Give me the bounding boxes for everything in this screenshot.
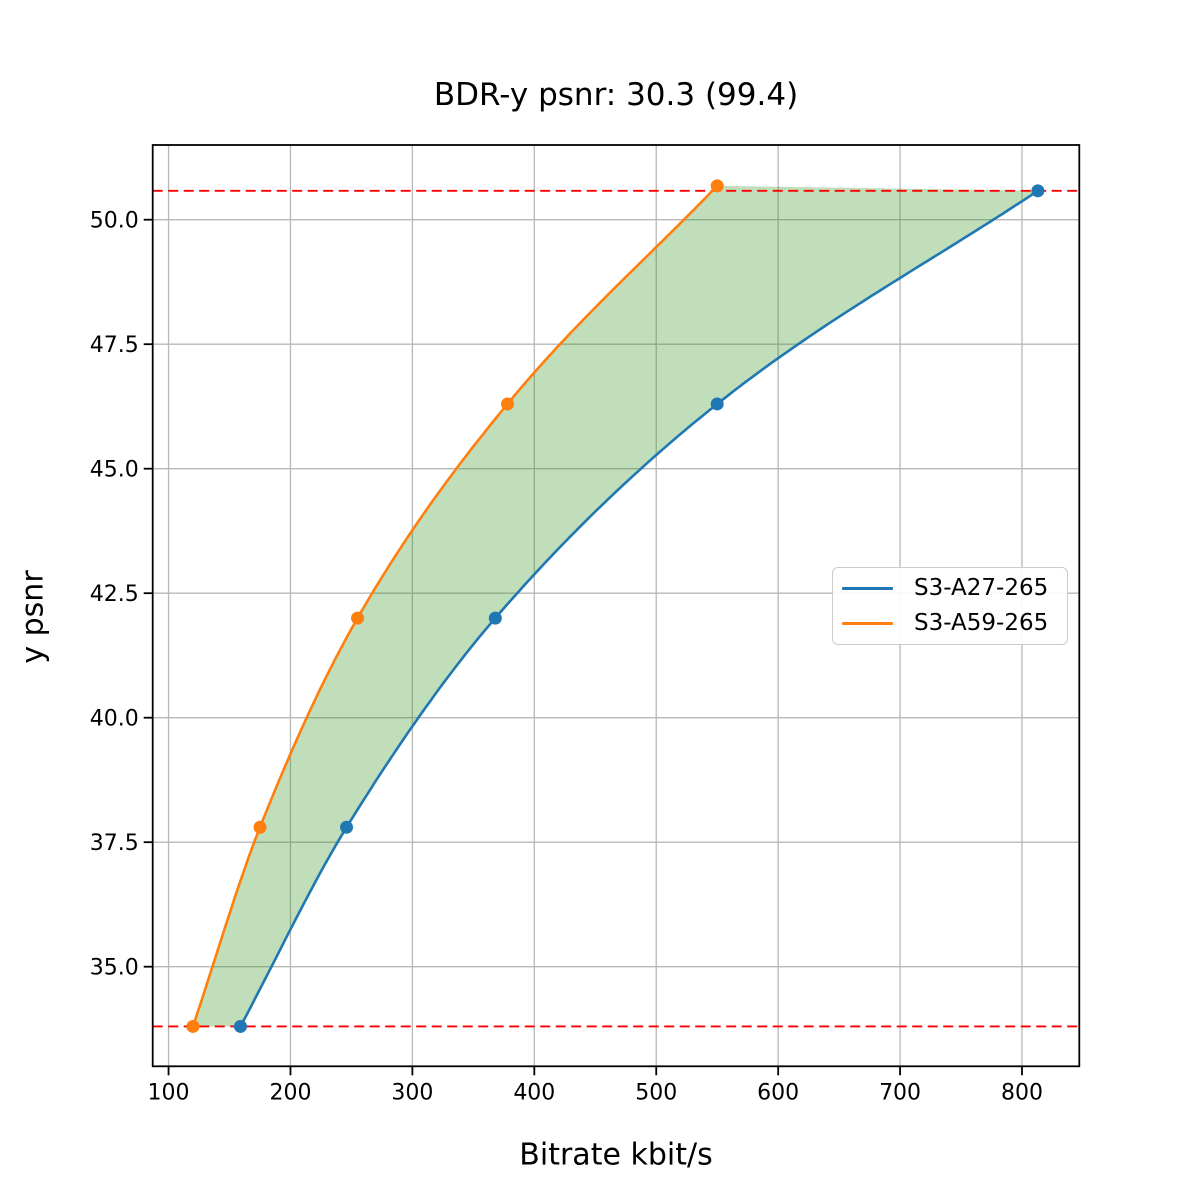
legend-item-s3-a59-265: S3-A59-265: [833, 607, 1067, 641]
legend-label: S3-A59-265: [914, 610, 1049, 637]
data-point-s3-a27-265: [233, 1019, 247, 1033]
data-point-s3-a59-265: [351, 611, 365, 625]
legend: S3-A27-265 S3-A59-265: [832, 567, 1068, 645]
bd-rate-fill-area: [192, 185, 1038, 1027]
x-tick-label: 500: [635, 1080, 677, 1105]
plot-border: [151, 144, 1081, 1068]
data-point-s3-a27-265: [1031, 184, 1045, 198]
chart-title: BDR-y psnr: 30.3 (99.4): [433, 77, 799, 113]
data-point-s3-a59-265: [253, 820, 267, 834]
x-tick-label: 100: [148, 1080, 190, 1105]
legend-line-swatch-blue: [842, 586, 893, 590]
y-tick-label: 50.0: [90, 209, 139, 234]
data-point-s3-a59-265: [500, 397, 514, 411]
y-axis-label: y psnr: [15, 570, 51, 664]
x-tick-label: 300: [391, 1080, 433, 1105]
curve-s3-a59-265: [191, 184, 719, 1028]
x-axis-label: Bitrate kbit/s: [519, 1137, 713, 1173]
legend-item-s3-a27-265: S3-A27-265: [833, 571, 1067, 605]
x-tick-label: 700: [879, 1080, 921, 1105]
curve-s3-a27-265: [239, 189, 1040, 1028]
y-tick-label: 40.0: [90, 707, 139, 732]
data-point-s3-a27-265: [488, 611, 502, 625]
data-point-s3-a27-265: [710, 397, 724, 411]
x-tick-label: 400: [513, 1080, 555, 1105]
y-tick-label: 47.5: [90, 333, 139, 358]
x-tick-label: 800: [1001, 1080, 1043, 1105]
x-tick-label: 600: [757, 1080, 799, 1105]
y-tick-label: 45.0: [90, 458, 139, 483]
data-point-s3-a59-265: [710, 179, 724, 193]
y-tick-label: 37.5: [90, 831, 139, 856]
legend-line-swatch-orange: [842, 622, 893, 626]
y-tick-label: 35.0: [90, 956, 139, 981]
legend-label: S3-A27-265: [914, 574, 1049, 601]
data-point-s3-a59-265: [186, 1019, 200, 1033]
data-point-s3-a27-265: [340, 820, 354, 834]
y-tick-label: 42.5: [90, 582, 139, 607]
x-tick-label: 200: [269, 1080, 311, 1105]
